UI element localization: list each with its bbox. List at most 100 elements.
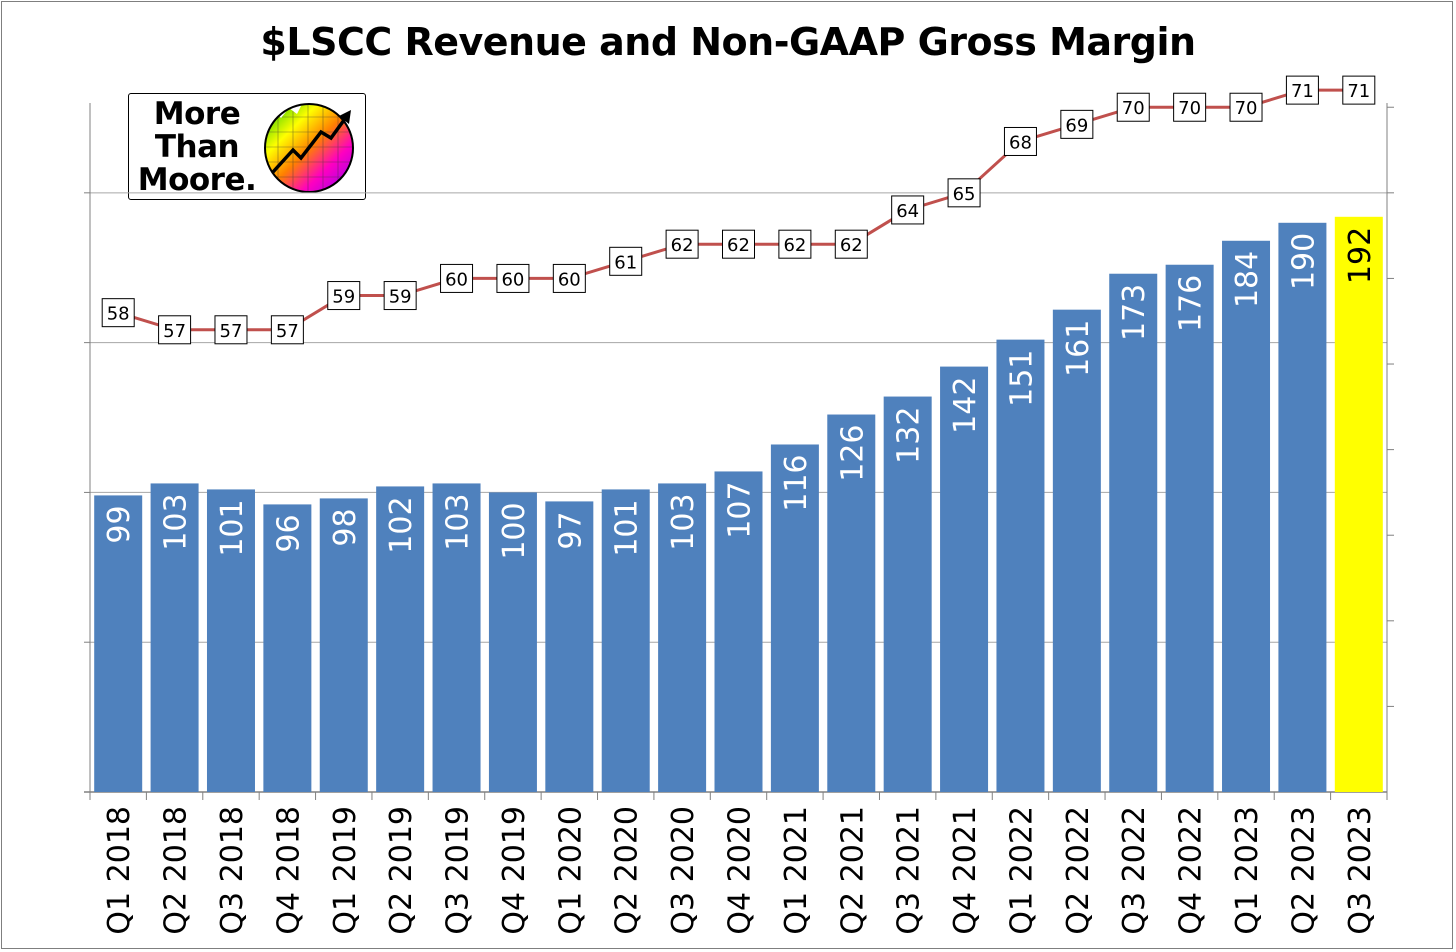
bar-data-label: 98 xyxy=(328,508,363,546)
line-label-box xyxy=(1116,92,1150,122)
bar-data-label: 97 xyxy=(553,511,588,549)
x-category-label: Q4 2018 xyxy=(271,806,306,935)
line-label-box xyxy=(214,315,248,345)
bar xyxy=(1165,264,1214,792)
line-label-box xyxy=(158,315,192,345)
bar xyxy=(1052,309,1101,792)
bar-data-label: 103 xyxy=(159,493,194,550)
bar xyxy=(940,366,989,792)
line-data-label: 59 xyxy=(332,287,355,308)
chart-title: $LSCC Revenue and Non-GAAP Gross Margin xyxy=(260,20,1196,64)
bar-data-label: 184 xyxy=(1230,251,1265,308)
x-category-label: Q4 2022 xyxy=(1174,806,1209,935)
bar-data-label: 99 xyxy=(102,505,137,543)
line-data-label: 62 xyxy=(783,235,806,256)
line-label-box xyxy=(383,281,417,311)
rising-chart-chip-icon xyxy=(264,103,354,193)
line-data-label: 70 xyxy=(1122,98,1145,119)
x-category-label: Q3 2022 xyxy=(1117,806,1152,935)
bar xyxy=(488,492,537,792)
bar xyxy=(601,489,650,792)
x-category-label: Q2 2023 xyxy=(1286,806,1321,935)
line-label-box xyxy=(440,263,474,293)
line-label-box xyxy=(270,315,304,345)
bar-data-label: 151 xyxy=(1004,350,1039,407)
bar xyxy=(319,498,368,792)
bar xyxy=(263,504,312,792)
bar-data-label: 103 xyxy=(666,493,701,550)
line-data-label: 59 xyxy=(389,287,412,308)
x-category-label: Q2 2020 xyxy=(610,806,645,935)
bar-data-label: 101 xyxy=(610,499,645,556)
line-data-label: 61 xyxy=(614,252,637,273)
bar xyxy=(1334,216,1383,793)
line-data-label: 57 xyxy=(220,321,243,342)
line-label-box xyxy=(778,229,812,259)
bar-data-label: 190 xyxy=(1286,233,1321,290)
x-category-label: Q4 2021 xyxy=(948,806,983,935)
bar-data-label: 126 xyxy=(835,425,870,482)
bar-data-label: 100 xyxy=(497,502,532,559)
line-label-box xyxy=(327,281,361,311)
bar xyxy=(94,495,143,792)
line-data-label: 65 xyxy=(953,184,976,205)
bar-data-label: 192 xyxy=(1343,227,1378,284)
x-category-label: Q3 2018 xyxy=(215,806,250,935)
line-label-box xyxy=(1173,92,1207,122)
line-label-box xyxy=(1342,75,1376,105)
bar xyxy=(1109,273,1158,792)
x-category-label: Q3 2020 xyxy=(666,806,701,935)
bar-data-label: 101 xyxy=(215,499,250,556)
line-label-box xyxy=(1003,126,1037,156)
x-category-label: Q4 2020 xyxy=(723,806,758,935)
line-data-label: 57 xyxy=(163,321,186,342)
line-label-box xyxy=(834,229,868,259)
line-data-label: 60 xyxy=(445,269,468,290)
bar xyxy=(150,483,199,792)
x-category-label: Q1 2022 xyxy=(1004,806,1039,935)
bar xyxy=(770,444,819,792)
line-data-label: 70 xyxy=(1178,98,1201,119)
more-than-moore-logo: More Than Moore. xyxy=(128,93,366,200)
x-category-label: Q1 2023 xyxy=(1230,806,1265,935)
line-label-box xyxy=(101,298,135,328)
x-category-label: Q3 2023 xyxy=(1343,806,1378,935)
line-label-box xyxy=(496,263,530,293)
x-category-label: Q4 2019 xyxy=(497,806,532,935)
bar xyxy=(996,339,1045,792)
line-label-box xyxy=(947,178,981,208)
line-label-box xyxy=(552,263,586,293)
bar xyxy=(1278,222,1327,792)
line-data-label: 71 xyxy=(1347,81,1370,102)
bar xyxy=(827,414,876,792)
line-data-label: 70 xyxy=(1235,98,1258,119)
bar-data-label: 96 xyxy=(271,514,306,552)
x-category-label: Q1 2021 xyxy=(779,806,814,935)
logo-text: More Than Moore. xyxy=(137,96,257,198)
line-data-label: 71 xyxy=(1291,81,1314,102)
bar xyxy=(1222,240,1271,792)
bar-data-label: 173 xyxy=(1117,284,1152,341)
line-label-box xyxy=(722,229,755,259)
line-label-box xyxy=(891,195,925,225)
x-category-label: Q2 2022 xyxy=(1061,806,1096,935)
bar-data-label: 161 xyxy=(1061,320,1096,377)
line-label-box xyxy=(1060,109,1094,139)
bar-data-label: 132 xyxy=(892,407,927,464)
line-label-box xyxy=(609,246,643,276)
line-data-label: 58 xyxy=(107,304,130,325)
x-category-label: Q1 2019 xyxy=(328,806,363,935)
line-data-label: 64 xyxy=(896,201,919,222)
line-data-label: 60 xyxy=(501,269,524,290)
line-data-label: 62 xyxy=(727,235,750,256)
x-category-label: Q2 2021 xyxy=(835,806,870,935)
x-category-label: Q1 2020 xyxy=(553,806,588,935)
line-label-box xyxy=(665,229,699,259)
bar xyxy=(545,501,594,792)
line-data-label: 60 xyxy=(558,269,581,290)
line-data-label: 62 xyxy=(671,235,694,256)
bar-data-label: 103 xyxy=(441,493,476,550)
line-data-label: 68 xyxy=(1009,132,1032,153)
bar-data-label: 107 xyxy=(723,481,758,538)
